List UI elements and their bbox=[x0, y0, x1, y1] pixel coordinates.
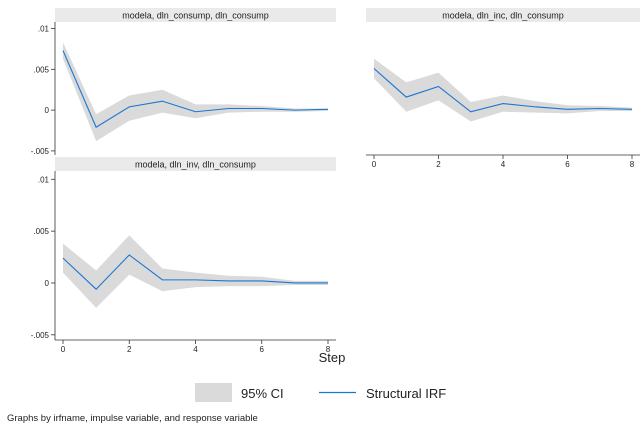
x-tick-label: 0 bbox=[61, 345, 66, 354]
y-tick-label: .005 bbox=[33, 65, 49, 74]
irf-panel: modela, dln_consump, dln_consump -.005 0 .0… bbox=[31, 8, 336, 156]
x-tick-label: 2 bbox=[436, 160, 441, 169]
irf-panel: modela, dln_inc, dln_consump 0 2 4 6 8 bbox=[366, 8, 640, 169]
panel-title: modela, dln_inv, dln_consump bbox=[135, 160, 256, 170]
x-axis-title: Step bbox=[319, 350, 346, 365]
legend-ci-label: 95% CI bbox=[241, 386, 284, 401]
irf-line bbox=[62, 50, 329, 129]
y-tick-label: .01 bbox=[38, 175, 50, 184]
irf-line bbox=[62, 254, 328, 290]
x-tick-label: 8 bbox=[630, 160, 635, 169]
panels-layer: modela, dln_consump, dln_consump -.005 0 .0… bbox=[31, 8, 640, 354]
panel-title-strip bbox=[55, 8, 336, 22]
x-tick-label: 2 bbox=[127, 345, 132, 354]
ci-band bbox=[63, 42, 328, 142]
x-tick-label: 6 bbox=[260, 345, 265, 354]
chart-note: Graphs by irfname, impulse variable, and… bbox=[7, 413, 258, 424]
legend-ci-swatch bbox=[195, 383, 232, 402]
y-tick-label: .005 bbox=[33, 227, 49, 236]
y-tick-label: 0 bbox=[45, 279, 50, 288]
y-tick-label: -.005 bbox=[31, 147, 50, 156]
irf-panel: modela, dln_inv, dln_consump -.005 0 .005 .0… bbox=[31, 157, 336, 354]
y-tick-label: 0 bbox=[45, 106, 50, 115]
panel-title: modela, dln_inc, dln_consump bbox=[442, 11, 564, 21]
y-tick-label: .01 bbox=[38, 25, 50, 34]
panel-title-strip bbox=[366, 8, 640, 22]
legend: 95% CI Structural IRF bbox=[195, 383, 446, 402]
ci-band bbox=[374, 58, 632, 122]
legend-irf-label: Structural IRF bbox=[366, 386, 446, 401]
panel-title-strip bbox=[55, 157, 336, 171]
x-tick-label: 4 bbox=[501, 160, 506, 169]
x-tick-label: 6 bbox=[565, 160, 570, 169]
y-tick-label: -.005 bbox=[31, 331, 50, 340]
x-tick-label: 8 bbox=[326, 345, 331, 354]
x-tick-label: 0 bbox=[372, 160, 377, 169]
ci-band bbox=[63, 235, 328, 308]
irf-line bbox=[373, 68, 633, 113]
x-tick-label: 4 bbox=[193, 345, 198, 354]
panel-title: modela, dln_consump, dln_consump bbox=[122, 11, 269, 21]
